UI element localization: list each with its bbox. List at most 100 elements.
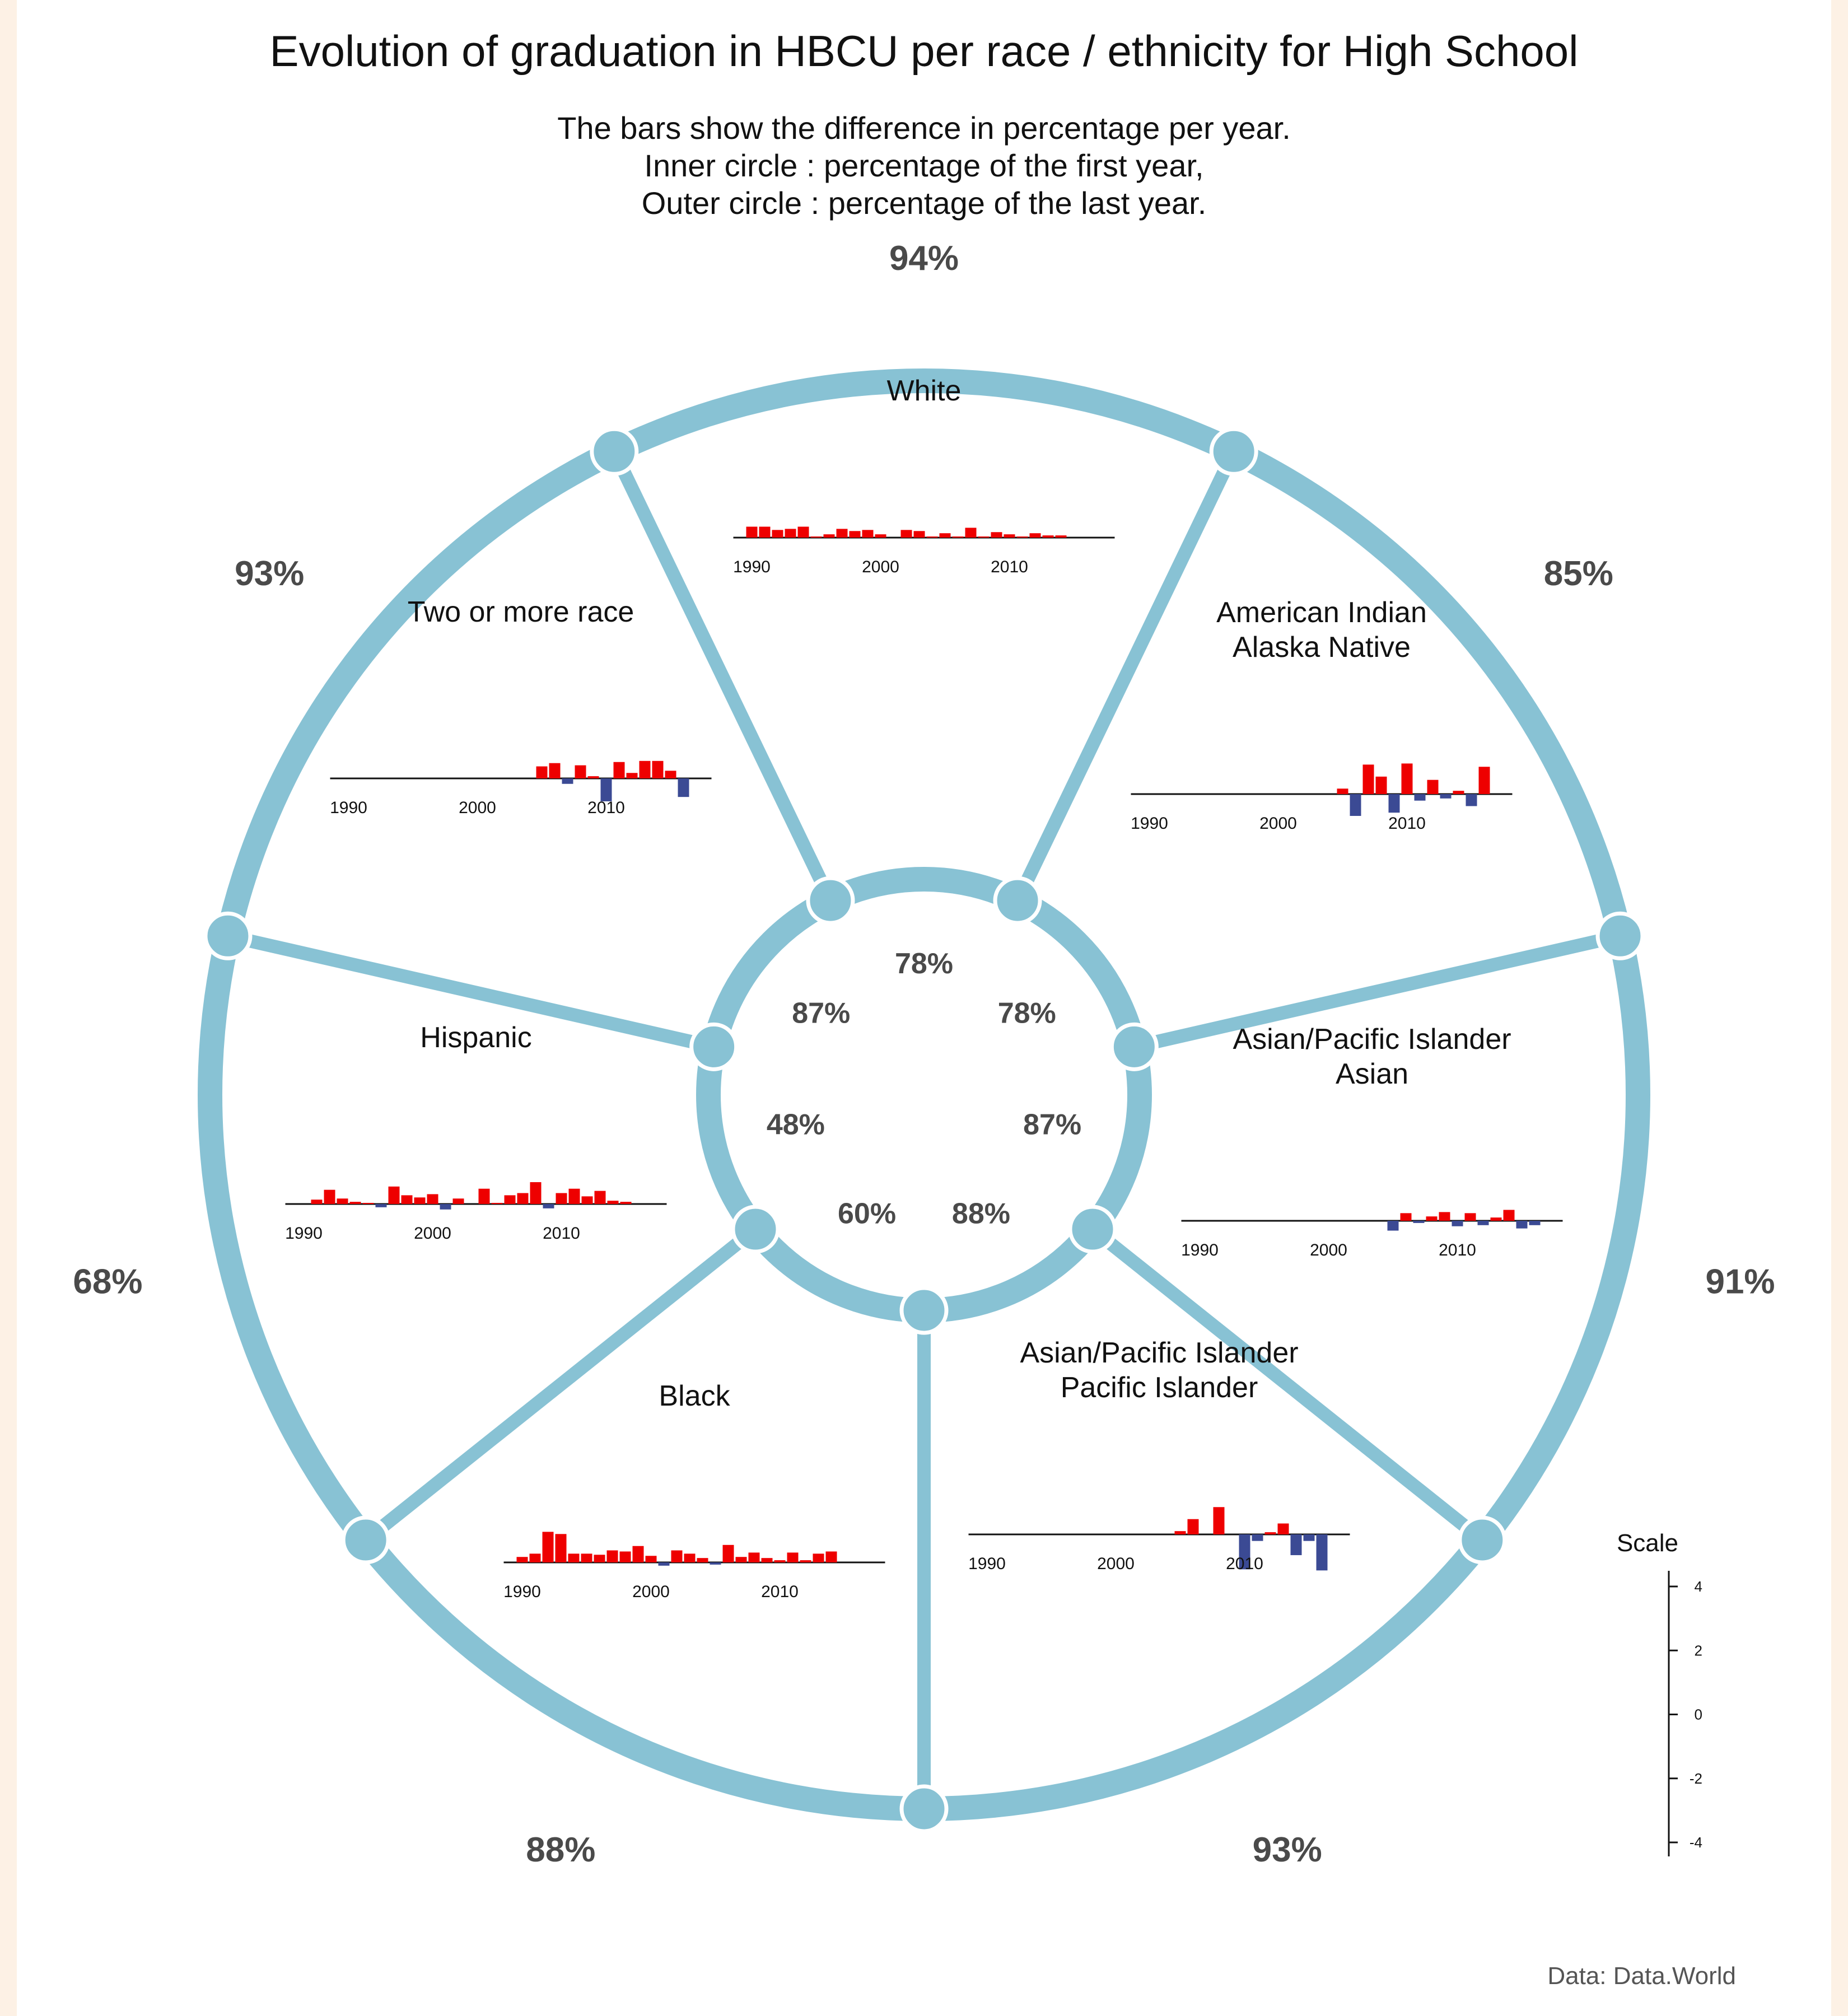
bar-hispanic-2010 [556, 1193, 567, 1204]
bar-two-or-more-race-2014 [652, 760, 664, 778]
panel-label-black-0: Black [659, 1380, 730, 1412]
bar-white-1997 [836, 529, 848, 538]
inner-node-5 [731, 1205, 780, 1254]
inner-node-4 [899, 1286, 949, 1335]
panel-hispanic: Hispanic 1990 2000 2010 [285, 1021, 667, 1243]
bar-black-1997 [606, 1550, 618, 1562]
x-tick-black-1: 2000 [632, 1583, 670, 1601]
x-tick-american-indian-alaska-native-1: 2000 [1259, 814, 1297, 833]
x-tick-asian-pacific-islander-asian-1: 2000 [1310, 1241, 1347, 1259]
panel-two-or-more-race: Two or more race 1990 2000 2010 [330, 596, 712, 817]
bar-black-1998 [619, 1551, 631, 1562]
bar-american-indian-alaska-native-2007 [1362, 764, 1374, 794]
x-tick-two-or-more-race-2: 2010 [587, 799, 625, 817]
bar-white-2004 [926, 536, 938, 538]
inner-pct-asian-pacific-islander-asian: 87% [1023, 1108, 1081, 1141]
bar-asian-pacific-islander-pacific-islander-2008 [1213, 1507, 1225, 1534]
bar-hispanic-2006 [504, 1195, 516, 1204]
bar-two-or-more-race-2009 [587, 776, 599, 778]
bar-asian-pacific-islander-asian-2012 [1477, 1221, 1489, 1225]
outer-pct-hispanic: 68% [73, 1263, 142, 1301]
bar-white-2008 [978, 536, 990, 538]
inner-pct-american-indian-alaska-native: 78% [998, 997, 1056, 1029]
bar-asian-pacific-islander-pacific-islander-2010 [1239, 1534, 1250, 1570]
panel-label-asian-pacific-islander-pacific-islander-0: Asian/Pacific Islander [1020, 1337, 1298, 1369]
bar-hispanic-1993 [337, 1198, 348, 1204]
scale-title: Scale [1617, 1529, 1678, 1557]
x-tick-white-1: 2000 [862, 558, 899, 576]
bar-asian-pacific-islander-asian-2014 [1503, 1210, 1515, 1221]
bar-hispanic-2000 [427, 1194, 438, 1204]
chart-title: Evolution of graduation in HBCU per race… [270, 26, 1579, 76]
bar-american-indian-alaska-native-2010 [1401, 763, 1413, 794]
bar-white-2013 [1042, 535, 1054, 538]
scale-tick-label-4: -4 [1690, 1834, 1702, 1851]
x-tick-asian-pacific-islander-pacific-islander-2: 2010 [1226, 1555, 1263, 1573]
bar-black-2000 [645, 1556, 657, 1562]
scale-ticks: 4 2 0 -2 -4 [1669, 1578, 1702, 1851]
bar-black-2003 [684, 1553, 696, 1562]
inner-node-1 [993, 876, 1042, 925]
bar-black-2005 [710, 1562, 721, 1565]
x-tick-black-2: 2010 [761, 1583, 799, 1601]
bar-american-indian-alaska-native-2014 [1453, 791, 1464, 794]
panel-label-asian-pacific-islander-pacific-islander-1: Pacific Islander [1061, 1371, 1258, 1404]
divider-spoke-1 [1011, 449, 1240, 904]
divider-spoke-2 [1132, 929, 1622, 1054]
bar-hispanic-2013 [594, 1191, 606, 1204]
bar-asian-pacific-islander-asian-2007 [1413, 1221, 1425, 1223]
bar-hispanic-2011 [568, 1188, 580, 1204]
bar-asian-pacific-islander-pacific-islander-2016 [1316, 1534, 1328, 1571]
bar-hispanic-2012 [581, 1196, 593, 1204]
bar-american-indian-alaska-native-2016 [1478, 767, 1490, 794]
outer-node-5 [341, 1515, 390, 1565]
outer-pct-asian-pacific-islander-asian: 91% [1705, 1263, 1775, 1301]
bar-white-2007 [965, 528, 977, 538]
bar-asian-pacific-islander-asian-2009 [1439, 1212, 1450, 1221]
scale-tick-label-2: 0 [1695, 1706, 1702, 1723]
bar-black-2014 [825, 1551, 837, 1562]
x-tick-asian-pacific-islander-pacific-islander-0: 1990 [968, 1555, 1006, 1573]
bar-white-2010 [1004, 534, 1015, 538]
panel-white: White 1990 2000 2010 [733, 375, 1115, 576]
ring-layer [198, 368, 1650, 1833]
bar-hispanic-2002 [452, 1198, 464, 1204]
bar-white-1996 [823, 534, 835, 538]
bar-hispanic-1992 [324, 1189, 335, 1204]
bar-black-1993 [555, 1534, 567, 1562]
bar-asian-pacific-islander-asian-2005 [1387, 1221, 1399, 1231]
x-tick-two-or-more-race-1: 2000 [459, 799, 496, 817]
bar-black-2004 [697, 1558, 708, 1562]
bar-white-2003 [913, 531, 925, 538]
bar-asian-pacific-islander-pacific-islander-2012 [1264, 1532, 1276, 1534]
bar-black-2006 [722, 1544, 734, 1562]
bar-black-2010 [774, 1560, 786, 1562]
bar-white-1990 [746, 526, 758, 538]
bar-two-or-more-race-2006 [549, 763, 561, 778]
bar-asian-pacific-islander-pacific-islander-2005 [1174, 1531, 1186, 1534]
bar-hispanic-1996 [375, 1204, 387, 1207]
bar-hispanic-1994 [349, 1202, 361, 1204]
x-tick-white-0: 1990 [733, 558, 771, 576]
bar-hispanic-1999 [414, 1197, 426, 1204]
bar-two-or-more-race-2015 [665, 771, 676, 778]
bar-white-2002 [900, 530, 912, 538]
outer-pct-two-or-more-race: 93% [235, 554, 304, 593]
bar-white-1992 [772, 530, 783, 538]
bar-hispanic-2005 [491, 1203, 503, 1204]
outer-pct-asian-pacific-islander-pacific-islander: 93% [1253, 1831, 1322, 1869]
bar-white-2006 [952, 536, 964, 538]
bar-white-1994 [797, 526, 809, 538]
outer-pct-black: 88% [526, 1831, 595, 1869]
bar-asian-pacific-islander-pacific-islander-2013 [1277, 1523, 1289, 1534]
bar-two-or-more-race-2012 [626, 773, 638, 778]
bar-white-1991 [759, 526, 771, 538]
bar-hispanic-1991 [311, 1200, 323, 1204]
bar-asian-pacific-islander-asian-2016 [1529, 1221, 1541, 1225]
bar-american-indian-alaska-native-2013 [1440, 794, 1452, 799]
bar-hispanic-1997 [388, 1186, 400, 1204]
bar-black-2013 [813, 1553, 824, 1562]
x-tick-asian-pacific-islander-pacific-islander-1: 2000 [1097, 1555, 1135, 1573]
bar-white-2012 [1029, 533, 1041, 538]
chart-subtitle-line-3: Outer circle : percentage of the last ye… [642, 185, 1207, 221]
